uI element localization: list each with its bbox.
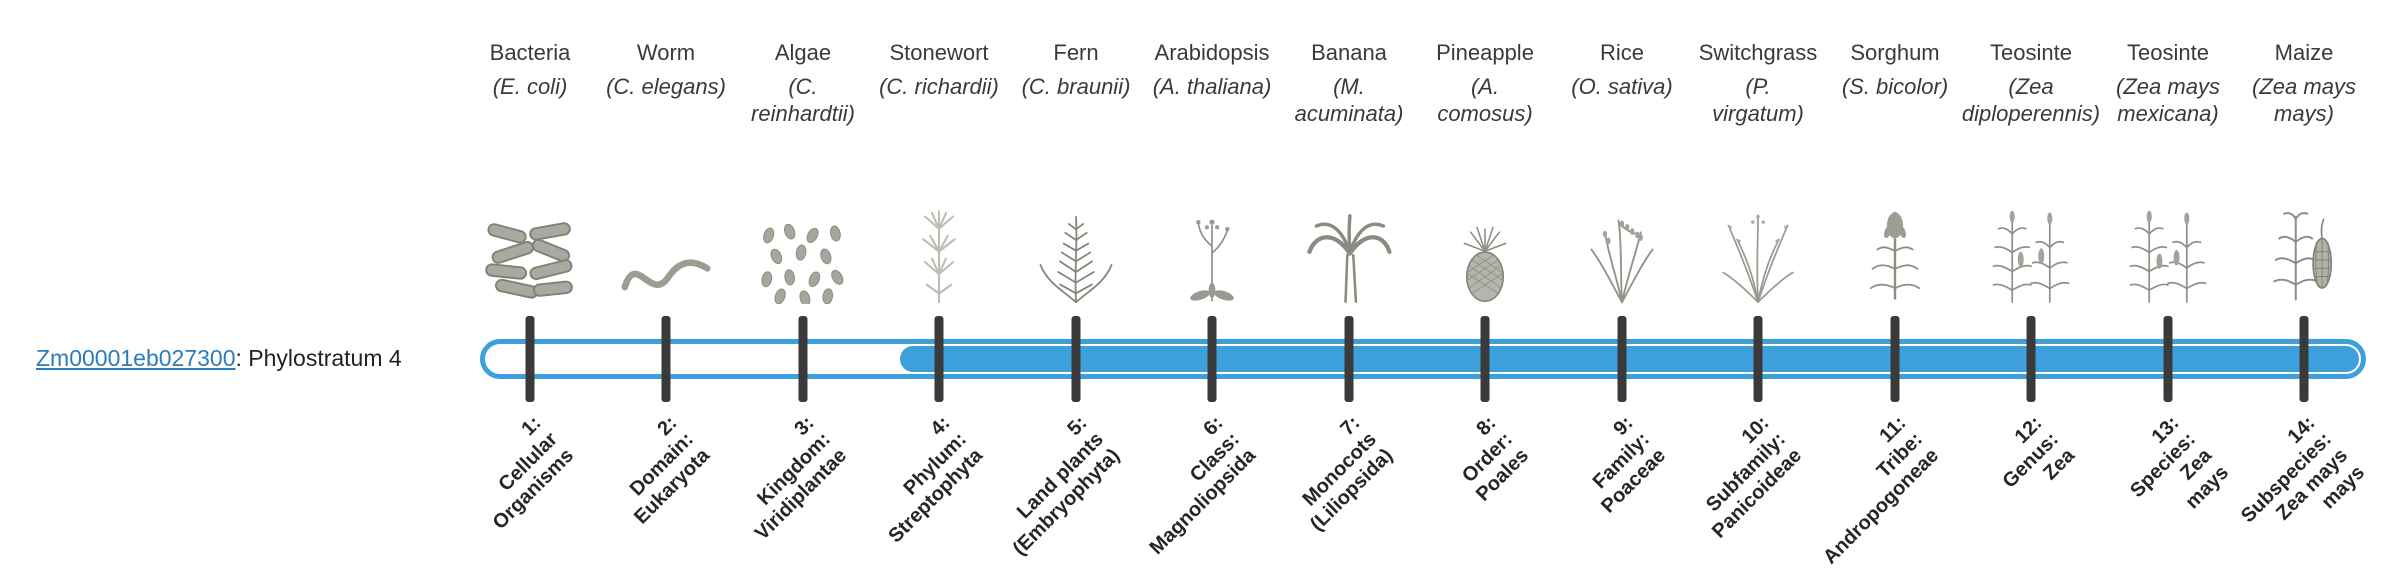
arabidopsis-icon [1142, 158, 1282, 304]
teosinte-icon [2098, 158, 2238, 304]
worm-icon [596, 158, 736, 304]
bacteria-icon [460, 158, 600, 304]
fern-icon [1006, 158, 1146, 304]
organism-scientific-name: (C. braunii) [1021, 74, 1131, 100]
phylostratum-bar [480, 339, 2366, 379]
organism-name: Maize [2274, 40, 2334, 65]
organism-name: Sorghum [1850, 40, 1940, 65]
organism-scientific-name: (C. elegans) [606, 74, 726, 100]
organism-scientific-name: (S. bicolor) [1841, 74, 1949, 100]
stratum-column-7: Banana (M. acuminata) 7: Monocots (Lilio… [1279, 40, 1419, 570]
organism-scientific-name: (Zea mays mays) [2252, 74, 2356, 126]
tick-mark [2299, 316, 2309, 402]
pineapple-icon [1415, 158, 1555, 304]
organism-name: Fern [1053, 40, 1099, 65]
stratum-column-3: Algae (C. reinhardtii) [733, 40, 873, 570]
gene-suffix: : Phylostratum 4 [235, 345, 402, 371]
tick-mark [1890, 316, 1900, 402]
organism-name: Bacteria [489, 40, 571, 65]
stratum-column-2: Worm (C. elegans) 2: Domain: Eukaryota [596, 40, 736, 570]
tick-mark [2163, 316, 2173, 402]
stratum-column-13: Teosinte (Zea mays mexicana) [2098, 40, 2238, 570]
tick-mark [934, 316, 944, 402]
taxon-label: 1: Cellular Organisms [488, 412, 579, 535]
switchgrass-icon [1688, 158, 1828, 304]
organism-scientific-name: (P. virgatum) [1712, 74, 1804, 126]
tick-mark [525, 316, 535, 402]
tick-mark [1344, 316, 1354, 402]
maize-icon [2234, 158, 2374, 304]
phylostratum-bar-fill [900, 346, 2359, 372]
gene-link[interactable]: Zm00001eb027300 [36, 345, 236, 371]
tick-mark [1617, 316, 1627, 402]
organism-scientific-name: (C. reinhardtii) [751, 74, 855, 126]
stratum-column-9: Rice (O. sativa) [1552, 40, 1692, 570]
tick-mark [2026, 316, 2036, 402]
stratum-column-8: Pineapple (A. comosus) 8: Order: Poales [1415, 40, 1555, 570]
algae-icon [733, 158, 873, 304]
tick-mark [1480, 316, 1490, 402]
stratum-column-10: Switchgrass (P. virgatum) 10 [1688, 40, 1828, 570]
tick-mark [1207, 316, 1217, 402]
rice-icon [1552, 158, 1692, 304]
organism-scientific-name: (A. comosus) [1437, 74, 1533, 126]
organism-scientific-name: (O. sativa) [1571, 74, 1673, 100]
tick-mark [661, 316, 671, 402]
stratum-column-5: Fern (C. braunii) 5: Land plants (Embryo… [1006, 40, 1146, 570]
stratum-column-12: Teosinte (Zea diploperennis) [1961, 40, 2101, 570]
organism-name: Pineapple [1436, 40, 1534, 65]
organism-scientific-name: (A. thaliana) [1152, 74, 1272, 100]
organism-name: Rice [1599, 40, 1644, 65]
organism-name: Switchgrass [1698, 40, 1818, 65]
stonewort-icon [869, 158, 1009, 304]
stratum-column-14: Maize (Zea mays mays) 14: Subspe [2234, 40, 2374, 570]
organism-scientific-name: (C. richardii) [879, 74, 999, 100]
tick-mark [1753, 316, 1763, 402]
organism-scientific-name: (Zea mays mexicana) [2116, 74, 2220, 126]
organism-scientific-name: (Zea diploperennis) [1961, 74, 2101, 126]
organism-name: Teosinte [2127, 40, 2209, 65]
organism-name: Teosinte [1990, 40, 2072, 65]
organism-name: Stonewort [889, 40, 989, 65]
gene-label: Zm00001eb027300: Phylostratum 4 [36, 345, 402, 372]
banana-icon [1279, 158, 1419, 304]
teosinte-icon [1961, 158, 2101, 304]
stratum-column-4: Stonewort (C. richardii) 4: Phylum: Stre… [869, 40, 1009, 570]
organism-scientific-name: (E. coli) [492, 74, 568, 100]
organism-name: Arabidopsis [1154, 40, 1270, 65]
organism-name: Algae [774, 40, 832, 65]
sorghum-icon [1825, 158, 1965, 304]
organism-name: Banana [1311, 40, 1387, 65]
stratum-column-6: Arabidopsis (A. thaliana) 6: Class: Mag [1142, 40, 1282, 570]
stratum-column-1: Bacteria (E. coli) 1: Cellular Organisms [460, 40, 600, 570]
organism-scientific-name: (M. acuminata) [1294, 74, 1404, 126]
tick-mark [798, 316, 808, 402]
organism-name: Worm [636, 40, 696, 65]
tick-mark [1071, 316, 1081, 402]
stratum-column-11: Sorghum (S. bicolor) [1819, 40, 1965, 570]
